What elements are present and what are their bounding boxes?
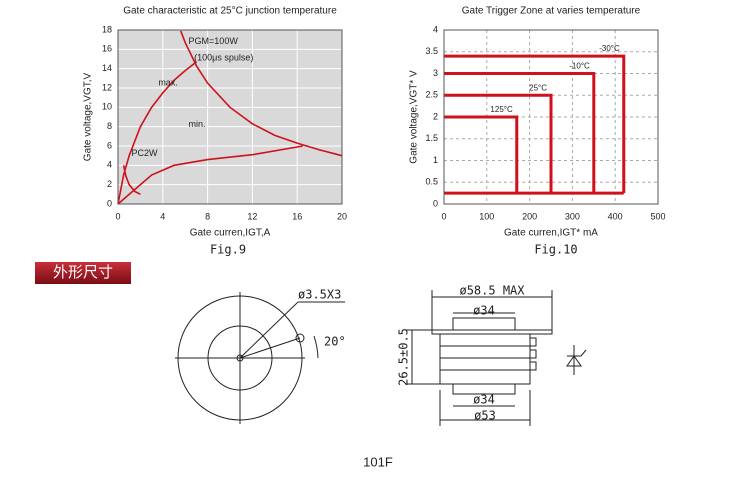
gate-lead — [530, 337, 537, 371]
bottom-cap — [452, 383, 516, 395]
plot-frame — [443, 29, 659, 205]
x-tick-label: 300 — [565, 211, 580, 221]
plot-frame — [117, 29, 343, 205]
section-header — [35, 262, 131, 284]
x-tick-label: 500 — [650, 211, 665, 221]
y-tick-label: 14 — [102, 63, 112, 73]
y-tick-label: 6 — [107, 140, 112, 150]
series-line — [444, 54, 626, 194]
x-tick-label: 16 — [292, 211, 302, 221]
y-axis-label: Gate voltage,VGT,V — [83, 72, 94, 161]
y-tick-label: 4 — [107, 160, 112, 170]
x-axis-label: Gate curren,IGT,A — [190, 228, 271, 239]
y-tick-label: 2 — [433, 111, 438, 121]
dimension: ø34 — [473, 393, 495, 407]
symbol — [566, 349, 587, 367]
annotation: max. — [158, 78, 178, 88]
y-tick-label: 10 — [102, 102, 112, 112]
annotation: min. — [189, 119, 206, 129]
chart-title: Gate Trigger Zone at varies temperature — [462, 6, 641, 17]
y-tick-label: 0 — [433, 198, 438, 208]
side-view — [405, 290, 587, 426]
x-tick-label: 100 — [479, 211, 494, 221]
series-line — [122, 165, 141, 196]
figure-label: Fig.10 — [534, 243, 577, 257]
caption: 101F — [363, 454, 393, 469]
zone-label: 25°C — [529, 83, 547, 92]
flange — [431, 329, 553, 335]
x-tick-label: 400 — [608, 211, 623, 221]
dimension: ø53 — [474, 409, 496, 423]
y-tick-label: 18 — [102, 24, 112, 34]
series-line — [444, 93, 553, 194]
y-tick-label: 3 — [433, 68, 438, 78]
zone-label: -30°C — [599, 44, 620, 53]
x-tick-label: 12 — [247, 211, 257, 221]
series-line — [444, 115, 519, 194]
zone-label: 125°C — [490, 105, 513, 114]
x-tick-label: 8 — [205, 211, 210, 221]
y-tick-label: 2 — [107, 179, 112, 189]
dimension: ø58.5 MAX — [459, 284, 525, 298]
dimension: 26.5±0.5 — [397, 328, 411, 386]
dimension: ø34 — [473, 304, 495, 318]
annotation: (100μs spulse) — [194, 52, 253, 62]
x-tick-label: 4 — [160, 211, 165, 221]
dimension: ø3.5X3 — [298, 288, 341, 302]
series-line — [117, 145, 303, 205]
x-tick-label: 0 — [441, 211, 446, 221]
y-tick-label: 8 — [107, 121, 112, 131]
y-tick-label: 16 — [102, 44, 112, 54]
top-cap — [452, 317, 516, 331]
y-tick-label: 4 — [433, 24, 438, 34]
x-axis-label: Gate curren,IGT* mA — [504, 228, 598, 239]
dimension: 20° — [324, 335, 346, 349]
chart-title: Gate characteristic at 25°C junction tem… — [123, 6, 337, 17]
figure-label: Fig.9 — [210, 243, 246, 257]
annotation: PC2W — [131, 148, 158, 158]
annotation: PGM=100W — [189, 36, 239, 46]
x-tick-label: 200 — [522, 211, 537, 221]
top-view — [175, 292, 345, 424]
terminal — [295, 333, 305, 343]
series-line — [117, 61, 197, 205]
y-tick-label: 1 — [433, 155, 438, 165]
y-tick-label: 12 — [102, 82, 112, 92]
section-title: 外形尺寸 — [53, 264, 113, 281]
zone-label: -10°C — [569, 62, 590, 71]
y-tick-label: 2.5 — [425, 90, 438, 100]
x-tick-label: 0 — [115, 211, 120, 221]
lead — [239, 337, 301, 359]
y-tick-label: 3.5 — [425, 46, 438, 56]
series-line — [444, 72, 596, 194]
x-tick-label: 20 — [337, 211, 347, 221]
y-tick-label: 1.5 — [425, 133, 438, 143]
y-tick-label: 0 — [107, 198, 112, 208]
y-tick-label: 0.5 — [425, 177, 438, 187]
y-axis-label: Gate voltage,VGT* V — [409, 70, 420, 164]
body — [439, 333, 531, 385]
leader — [239, 301, 299, 359]
angle-arc — [313, 335, 319, 359]
series-line — [179, 30, 343, 157]
